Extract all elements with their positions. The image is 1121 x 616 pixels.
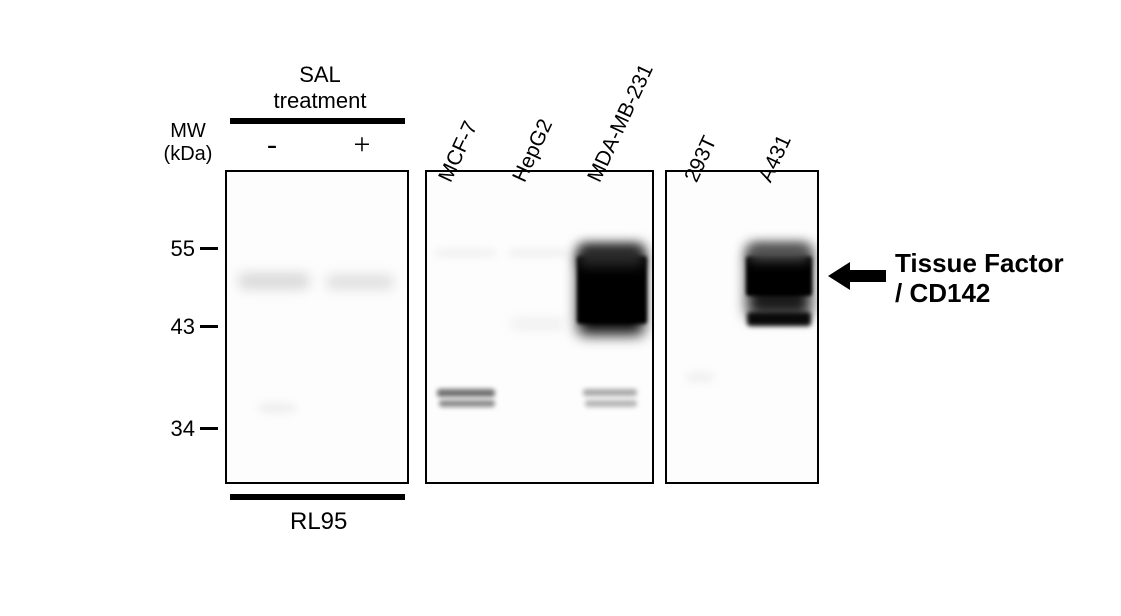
band-rl95-minus xyxy=(239,273,309,289)
mw-title-line1: MW xyxy=(170,120,206,142)
mw-title-line2: (kDa) xyxy=(164,143,213,165)
blot-panel-2 xyxy=(425,170,654,484)
band-a431-lower xyxy=(747,312,811,326)
band-a431-main xyxy=(746,256,812,296)
mw-tick-34 xyxy=(200,427,218,430)
faint-top-mcf7 xyxy=(435,250,495,256)
figure-stage: MW (kDa) SAL treatment - + 55 43 34 xyxy=(0,0,1121,616)
band-mcf7-doublet-lower xyxy=(439,400,495,407)
band-a431-upper-smear xyxy=(749,244,809,260)
noise-spot xyxy=(257,402,297,414)
mw-unit-label: MW (kDa) xyxy=(158,120,218,166)
faint-top-hepg2 xyxy=(509,250,569,256)
bottom-label-rl95: RL95 xyxy=(290,508,347,536)
band-mdamb231-main xyxy=(577,256,647,324)
target-label-line2: / CD142 xyxy=(895,278,990,308)
noise-spot-293t xyxy=(685,372,715,382)
blot-panel-3 xyxy=(665,170,819,484)
mw-tick-43 xyxy=(200,325,218,328)
mw-label-43: 43 xyxy=(155,314,195,340)
mw-label-55: 55 xyxy=(155,236,195,262)
band-mcf7-doublet-upper xyxy=(437,389,495,397)
treatment-minus: - xyxy=(260,128,284,162)
target-label: Tissue Factor / CD142 xyxy=(895,248,1064,308)
mw-label-34: 34 xyxy=(155,416,195,442)
panel1-footer-bar xyxy=(230,494,405,500)
band-mdamb231-low-lower xyxy=(585,400,637,407)
blot-panel-1 xyxy=(225,170,409,484)
band-rl95-plus xyxy=(327,275,393,289)
target-arrow-icon xyxy=(828,256,888,296)
treatment-header-bar xyxy=(230,118,405,124)
treatment-header: SAL treatment xyxy=(250,62,390,114)
band-hepg2-faint xyxy=(511,321,565,327)
mw-tick-55 xyxy=(200,247,218,250)
treatment-plus: + xyxy=(350,128,374,162)
treatment-line1: SAL xyxy=(299,62,341,87)
band-mdamb231-low-upper xyxy=(583,389,637,396)
target-label-line1: Tissue Factor xyxy=(895,248,1064,278)
band-mdamb231-upper-smear xyxy=(579,244,643,266)
treatment-line2: treatment xyxy=(274,88,367,113)
lane-label-mdamb231: MDA-MB-231 xyxy=(583,61,659,186)
